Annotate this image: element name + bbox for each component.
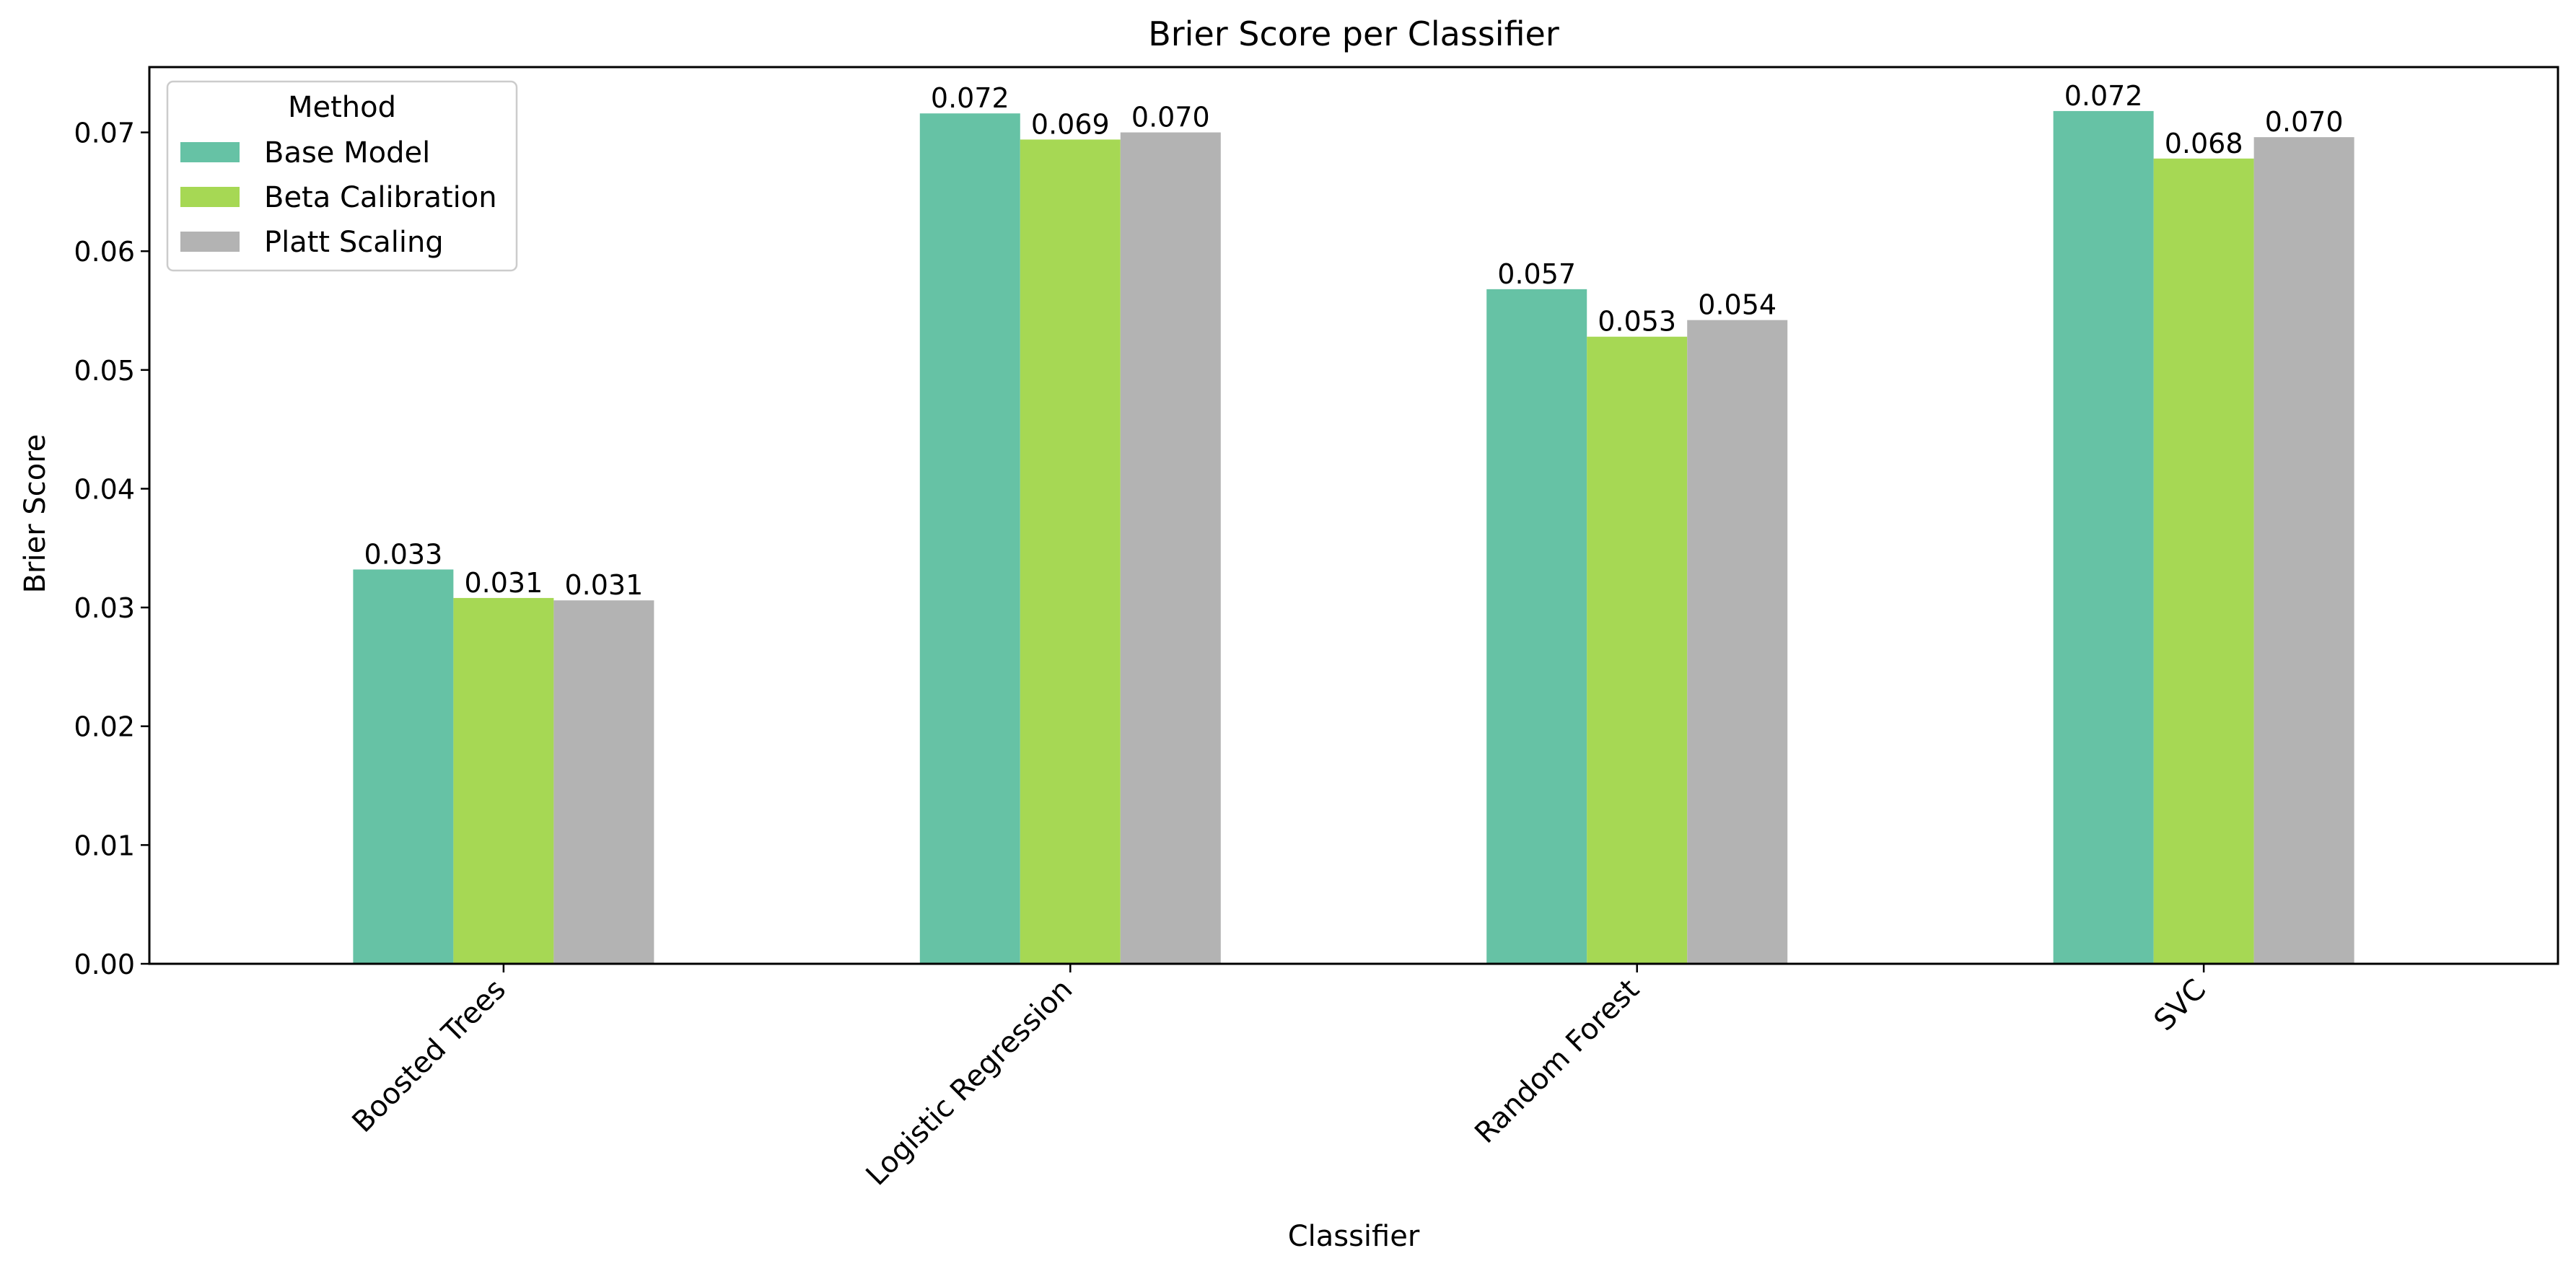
bar-value-label: 0.053: [1598, 306, 1676, 338]
y-tick-label: 0.03: [74, 592, 135, 624]
bar-value-label: 0.070: [2265, 106, 2344, 138]
bar-value-label: 0.057: [1497, 258, 1576, 290]
legend: Method Base Model Beta Calibration Platt Sc…: [166, 80, 518, 272]
bar: [1120, 132, 1221, 964]
y-tick-label: 0.06: [74, 236, 135, 268]
bar: [2153, 158, 2254, 964]
y-tick-label: 0.04: [74, 473, 135, 505]
legend-swatch: [180, 142, 240, 162]
bar-value-label: 0.069: [1031, 108, 1110, 140]
bar: [1020, 139, 1121, 964]
y-tick-label: 0.00: [74, 949, 135, 980]
bar-value-labels: 0.033 0.072 0.057 0.072 0.031 0.069 0.053 0.068…: [364, 80, 2343, 601]
bar-value-label: 0.068: [2165, 128, 2243, 159]
y-tick-label: 0.01: [74, 830, 135, 861]
bar: [1486, 289, 1587, 964]
bar-value-label: 0.070: [1131, 102, 1210, 133]
y-tick-label: 0.05: [74, 355, 135, 387]
bar-value-label: 0.031: [564, 569, 643, 601]
bar: [2253, 137, 2354, 964]
y-axis-ticks: 0.00 0.01 0.02 0.03 0.04 0.05 0.06 0.07: [74, 118, 149, 980]
bar: [353, 569, 454, 964]
x-axis-label: Classifier: [1288, 1220, 1420, 1253]
bar-value-label: 0.054: [1698, 289, 1777, 321]
bar-value-label: 0.072: [2064, 80, 2143, 112]
legend-box: [166, 80, 518, 272]
legend-swatch: [180, 187, 240, 207]
legend-entry-label: Platt Scaling: [264, 226, 444, 259]
legend-swatch: [180, 232, 240, 252]
bar-value-label: 0.072: [931, 82, 1009, 114]
y-tick-label: 0.07: [74, 118, 135, 149]
bar: [2053, 110, 2154, 964]
bar: [453, 597, 554, 964]
legend-entry-label: Base Model: [264, 136, 430, 170]
plot-frame: [148, 66, 2559, 965]
y-axis-label: Brier Score: [19, 434, 52, 594]
bar: [1587, 336, 1688, 965]
legend-entry-label: Beta Calibration: [264, 181, 497, 214]
legend-title: Method: [288, 91, 396, 124]
bar: [1687, 320, 1788, 964]
bar-value-label: 0.033: [364, 538, 442, 570]
bar: [553, 600, 654, 964]
bar-value-label: 0.031: [464, 567, 543, 599]
bar: [919, 113, 1020, 964]
bar-series: [353, 110, 2354, 965]
chart-title: Brier Score per Classifier: [1148, 14, 1559, 53]
y-tick-label: 0.02: [74, 711, 135, 743]
